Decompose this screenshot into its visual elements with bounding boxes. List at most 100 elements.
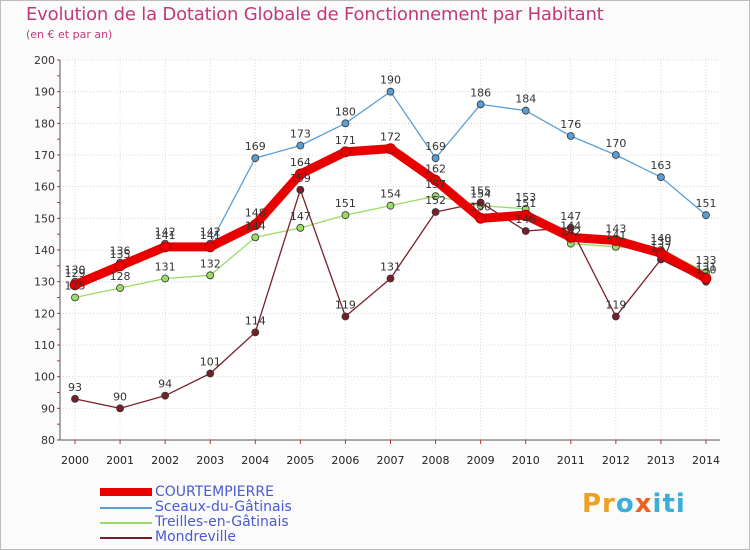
x-tick-label: 2007 <box>377 454 405 467</box>
data-label: 154 <box>470 188 491 201</box>
data-point <box>431 192 440 201</box>
data-label: 144 <box>560 219 581 232</box>
data-point <box>294 168 306 180</box>
data-point <box>341 119 350 128</box>
data-point <box>657 173 665 182</box>
x-tick-label: 2011 <box>557 454 585 467</box>
data-label: 146 <box>515 213 536 226</box>
legend-label: Treilles-en-Gâtinais <box>155 514 289 530</box>
y-tick-label: 100 <box>34 371 55 384</box>
data-label: 136 <box>110 245 131 258</box>
data-point <box>521 227 530 235</box>
y-tick-label: 120 <box>34 307 55 320</box>
y-tick-label: 80 <box>41 434 55 447</box>
data-label: 114 <box>245 314 266 327</box>
legend-label: COURTEMPIERRE <box>155 484 274 500</box>
data-point <box>251 154 260 163</box>
x-tick-label: 2002 <box>151 454 179 467</box>
y-tick-label: 170 <box>34 149 55 162</box>
data-point <box>206 271 215 280</box>
series-0 <box>69 143 712 291</box>
y-axis: 80 90 100 110 120 130 140 150 160 170 180 190 200 <box>34 54 61 447</box>
data-label: 90 <box>113 390 127 403</box>
x-tick-label: 2014 <box>692 454 720 467</box>
data-label: 152 <box>425 194 446 207</box>
y-tick-label: 90 <box>41 402 55 415</box>
data-point <box>566 223 575 232</box>
data-point <box>249 219 261 231</box>
data-point <box>431 154 440 163</box>
data-point <box>251 328 260 337</box>
data-point <box>116 404 124 413</box>
data-label: 172 <box>380 131 401 144</box>
data-label: 133 <box>696 254 717 267</box>
data-point <box>114 260 126 272</box>
data-label: 141 <box>155 229 176 242</box>
legend-swatch <box>100 522 152 524</box>
series-3 <box>71 185 710 413</box>
data-point <box>161 274 170 283</box>
data-point <box>520 209 532 221</box>
data-point <box>521 106 530 115</box>
data-label: 142 <box>200 226 221 239</box>
data-point <box>69 279 81 291</box>
data-label: 154 <box>380 188 401 201</box>
data-label: 157 <box>425 178 446 191</box>
y-tick-label: 190 <box>34 86 55 99</box>
data-label: 163 <box>650 159 671 172</box>
data-label: 147 <box>560 210 581 223</box>
data-point <box>341 211 350 220</box>
data-label: 94 <box>158 378 172 391</box>
x-tick-label: 2000 <box>61 454 89 467</box>
data-point <box>71 293 79 302</box>
legend-swatch <box>100 507 152 509</box>
data-label: 131 <box>380 261 401 274</box>
data-label: 176 <box>560 118 581 131</box>
y-tick-label: 200 <box>34 54 55 67</box>
data-label: 184 <box>515 93 536 106</box>
x-tick-label: 2003 <box>196 454 224 467</box>
x-tick-label: 2005 <box>286 454 314 467</box>
y-tick-label: 130 <box>34 276 55 289</box>
data-point <box>159 241 171 253</box>
data-label: 93 <box>68 381 82 394</box>
legend-label: Mondreville <box>155 529 237 545</box>
data-label: 119 <box>335 299 356 312</box>
data-label: 142 <box>155 226 176 239</box>
data-label: 132 <box>200 257 221 270</box>
x-tick-label: 2008 <box>422 454 450 467</box>
y-tick-label: 110 <box>34 339 55 352</box>
data-label: 180 <box>335 105 356 118</box>
chart-subtitle: (en € et par an) <box>26 28 113 41</box>
data-point <box>476 100 485 109</box>
data-label: 169 <box>245 140 266 153</box>
x-tick-label: 2010 <box>512 454 540 467</box>
x-tick-label: 2009 <box>467 454 495 467</box>
data-point <box>386 274 395 283</box>
data-point <box>476 198 485 207</box>
data-label: 131 <box>696 261 717 274</box>
x-tick-label: 2001 <box>106 454 134 467</box>
data-label: 119 <box>605 299 626 312</box>
data-point <box>161 391 170 400</box>
data-label: 131 <box>155 261 176 274</box>
x-tick-label: 2012 <box>602 454 630 467</box>
data-point <box>296 141 305 150</box>
data-label: 162 <box>425 162 446 175</box>
data-point <box>296 185 305 194</box>
data-label: 150 <box>470 200 491 213</box>
data-label: 151 <box>335 197 356 210</box>
data-label: 164 <box>290 156 311 169</box>
data-label: 135 <box>110 248 131 261</box>
data-label: 101 <box>200 356 221 369</box>
data-label: 130 <box>65 264 86 277</box>
data-label: 153 <box>515 191 536 204</box>
data-label: 159 <box>290 172 311 185</box>
data-point <box>386 87 395 96</box>
data-point <box>386 201 395 210</box>
data-label: 151 <box>696 197 717 210</box>
data-point <box>341 312 350 321</box>
data-point <box>71 394 79 403</box>
data-label: 148 <box>245 207 266 220</box>
